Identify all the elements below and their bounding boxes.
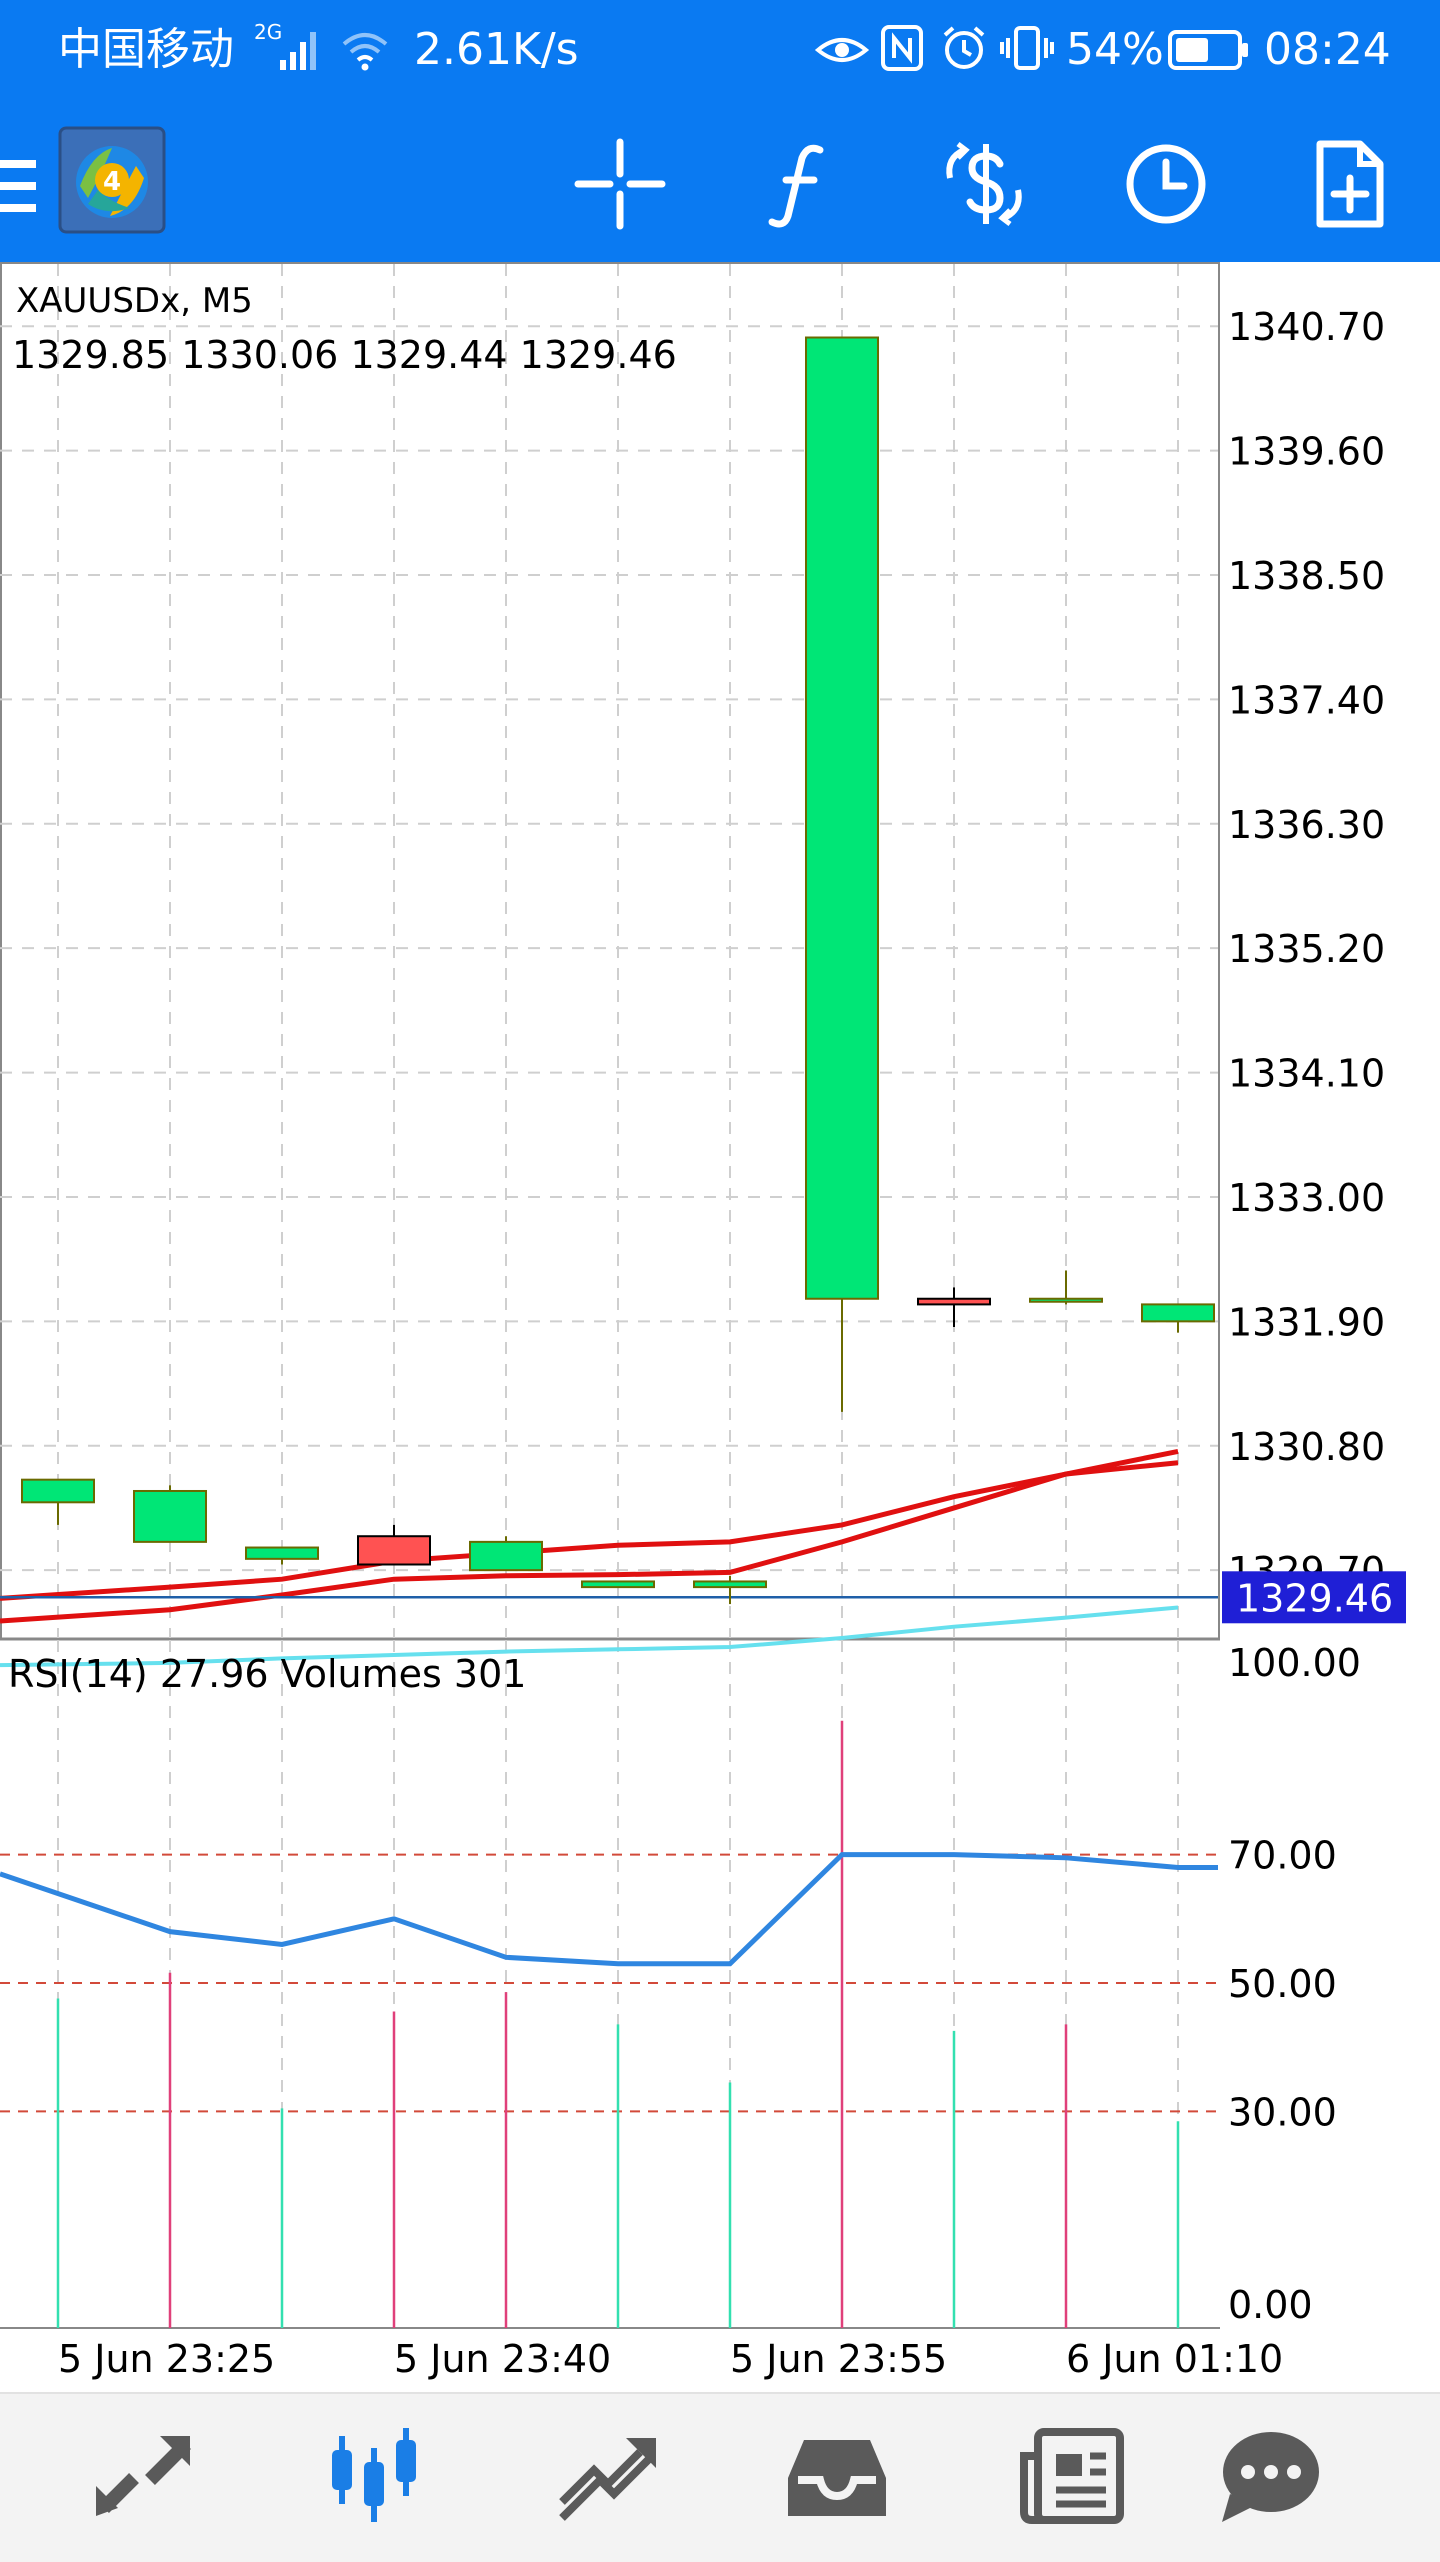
moving-average-fast-line: [0, 1448, 1179, 1601]
eye-comfort-icon: [814, 38, 870, 62]
signal-icon: [280, 32, 316, 70]
svg-text:4: 4: [103, 167, 121, 197]
price-axis-label: 1335.20: [1228, 927, 1385, 971]
candle-bullish: [245, 1546, 319, 1560]
current-price-label: 1329.46: [1236, 1576, 1393, 1620]
status-bar: 中国移动 2G 2.61K/s 54% 08:24: [0, 0, 1440, 100]
indicator-axis-label: 50.00: [1228, 1962, 1337, 2006]
time-axis-label: 5 Jun 23:55: [730, 2337, 947, 2381]
chart-icon[interactable]: [320, 2426, 430, 2526]
price-axis-label: 1336.30: [1228, 803, 1385, 847]
price-axis-label: 1331.90: [1228, 1300, 1385, 1344]
chart-area[interactable]: 1340.70 1339.60 1338.50 1337.40 1336.30 1335.…: [0, 262, 1440, 2392]
trade-icon[interactable]: [936, 136, 1032, 232]
price-axis-label: 1338.50: [1228, 554, 1385, 598]
candle-bearish: [917, 1297, 991, 1306]
price-axis-label: 1340.70: [1228, 305, 1385, 349]
function-icon[interactable]: [752, 136, 848, 232]
current-price-tag: 1329.46: [1222, 1571, 1406, 1624]
price-axis-label: 1334.10: [1228, 1052, 1385, 1096]
hamburger-icon[interactable]: [0, 158, 40, 216]
chart-canvas[interactable]: 1340.70 1339.60 1338.50 1337.40 1336.30 1335.…: [0, 262, 1440, 2392]
carrier-label: 中国移动: [58, 24, 234, 75]
trade-icon[interactable]: [554, 2426, 664, 2526]
rsi-line: [0, 1852, 1218, 1967]
news-icon[interactable]: [1016, 2426, 1126, 2526]
bottom-navigation: [0, 2392, 1440, 2562]
nfc-icon: [881, 25, 923, 71]
history-icon[interactable]: [782, 2426, 892, 2526]
battery-icon: [1168, 30, 1248, 70]
main-plot-frame: [0, 262, 1220, 1640]
clock-icon[interactable]: [1118, 136, 1214, 232]
candle-bullish: [1029, 1297, 1103, 1303]
candle-bullish: [1141, 1303, 1215, 1323]
wifi-icon: [342, 33, 388, 71]
candle-bullish: [21, 1478, 95, 1504]
network-type-label: 2G: [254, 20, 283, 44]
time-axis-label: 6 Jun 01:10: [1066, 2337, 1283, 2381]
moving-average-line: [0, 1460, 1179, 1624]
indicator-axis-label: 0.00: [1228, 2283, 1313, 2327]
price-axis-label: 1330.80: [1228, 1425, 1385, 1469]
crosshair-icon[interactable]: [572, 136, 668, 232]
candle-bullish: [581, 1580, 655, 1589]
candle-bullish: [693, 1580, 767, 1589]
ohlc-label: 1329.85 1330.06 1329.44 1329.46: [12, 333, 677, 377]
indicator-axis-label: 30.00: [1228, 2090, 1337, 2134]
indicator-axis-label: 100.00: [1228, 1641, 1361, 1685]
time-axis-label: 5 Jun 23:25: [58, 2337, 275, 2381]
new-document-icon[interactable]: [1300, 136, 1396, 232]
chat-icon[interactable]: [1216, 2426, 1326, 2526]
symbol-label: XAUUSDx, M5: [16, 281, 253, 321]
top-toolbar: 4: [0, 100, 1440, 262]
moving-average-slow-line: [0, 1605, 1179, 1668]
candle-bullish: [133, 1489, 207, 1543]
price-axis-label: 1337.40: [1228, 678, 1385, 722]
vibrate-icon: [1000, 26, 1054, 70]
time-axis-label: 5 Jun 23:40: [394, 2337, 611, 2381]
clock-time-label: 08:24: [1264, 24, 1391, 75]
metatrader-4-logo[interactable]: 4: [58, 126, 166, 234]
battery-percent-label: 54%: [1066, 24, 1164, 75]
price-axis-label: 1339.60: [1228, 430, 1385, 474]
candle-bullish: [805, 336, 879, 1300]
candle-bullish: [469, 1540, 543, 1572]
network-speed-label: 2.61K/s: [414, 24, 579, 75]
price-axis-label: 1333.00: [1228, 1176, 1385, 1220]
candle-bearish: [357, 1535, 431, 1566]
alarm-icon: [943, 26, 985, 69]
indicator-label: RSI(14) 27.96 Volumes 301: [8, 1652, 526, 1696]
quotes-icon[interactable]: [90, 2426, 200, 2526]
indicator-axis-label: 70.00: [1228, 1834, 1337, 1878]
